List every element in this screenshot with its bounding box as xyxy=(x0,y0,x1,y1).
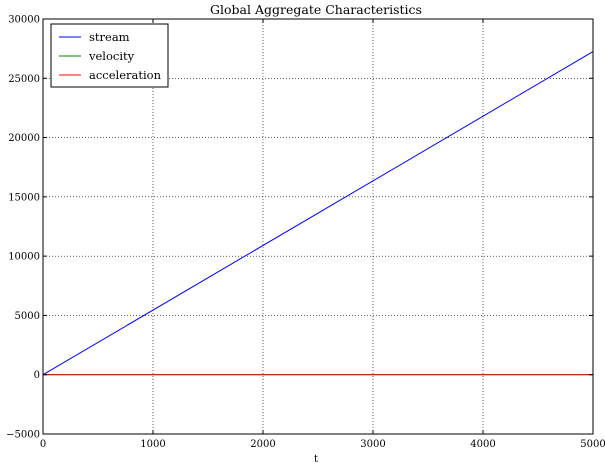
series-line-stream xyxy=(42,51,594,376)
x-tick-label: 5000 xyxy=(580,439,605,450)
grid xyxy=(43,19,593,434)
y-tick-label: 30000 xyxy=(8,15,40,26)
plot-frame xyxy=(42,18,594,435)
x-tick-label: 3000 xyxy=(360,439,385,450)
x-tick-label: 2000 xyxy=(250,439,275,450)
y-tick-label: 10000 xyxy=(8,252,40,263)
y-tick-label: 0 xyxy=(34,370,40,381)
legend-label-velocity: velocity xyxy=(88,49,135,63)
chart-title: Global Aggregate Characteristics xyxy=(210,2,422,17)
legend-label-acceleration: acceleration xyxy=(89,68,162,82)
legend-label-stream: stream xyxy=(89,30,130,44)
x-tick-label: 0 xyxy=(40,439,46,450)
y-tick-label: 15000 xyxy=(8,192,40,203)
legend: stream velocity acceleration xyxy=(50,23,169,88)
x-tick-label: 1000 xyxy=(140,439,165,450)
y-tick-label: 20000 xyxy=(8,133,40,144)
axis-ticks: 0 1000 2000 3000 4000 5000−500005000100001500… xyxy=(6,15,605,451)
y-tick-label: 5000 xyxy=(15,311,40,322)
x-tick-label: 4000 xyxy=(470,439,495,450)
plot-series xyxy=(42,51,594,376)
y-tick-label: −5000 xyxy=(6,430,40,441)
y-tick-label: 25000 xyxy=(8,74,40,85)
x-axis-label: t xyxy=(314,454,318,465)
